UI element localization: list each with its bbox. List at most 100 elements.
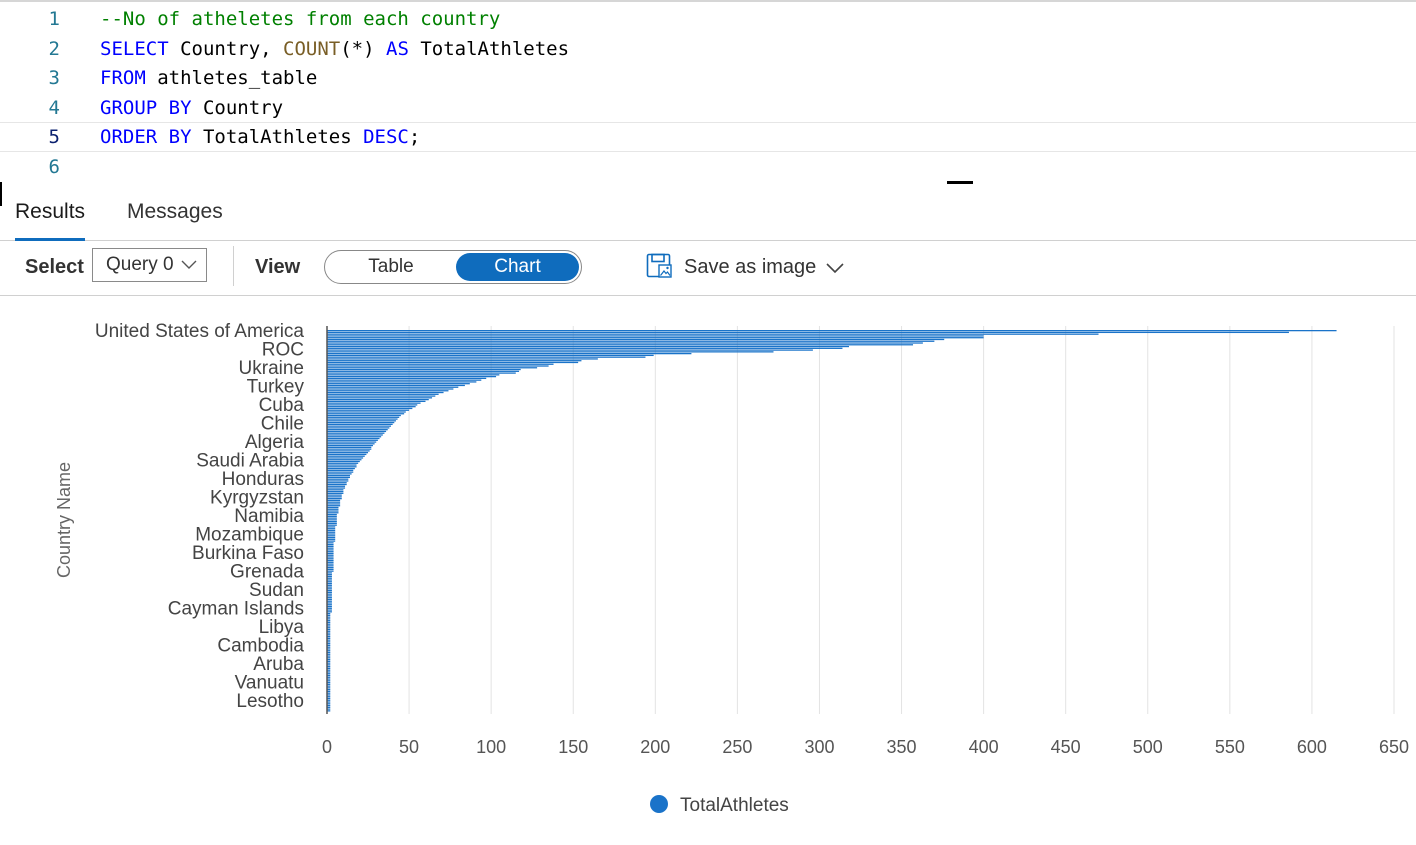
y-tick-label: Chile [261,414,304,435]
chart-bar [327,487,346,489]
x-tick-label: 350 [887,737,917,757]
chart-bar [327,490,344,493]
chart-bar [327,452,369,454]
chart-bar [327,455,365,457]
chart-bar [327,651,331,654]
code-token: ; [408,126,421,148]
chart-bar [327,421,395,424]
chart-bar [327,589,332,592]
y-tick-label: Lesotho [236,691,304,712]
view-chart-option[interactable]: Chart [456,253,579,281]
chart-bar [327,381,477,383]
chart-bar [327,374,500,376]
save-image-icon [646,253,672,278]
chart-bar [327,655,331,657]
chart-bar [327,648,331,650]
code-line[interactable]: 4 GROUP BY Country [0,93,1416,123]
chart-bar [327,620,331,622]
chart-bar [327,459,362,461]
chart-bar [327,480,349,482]
chart-bar [327,478,349,480]
chart-bar [327,498,342,500]
chart-bar [327,349,813,351]
chart-bar [327,687,331,689]
x-tick-label: 650 [1379,737,1409,757]
chart-bar [327,616,331,618]
chart-bar [327,356,646,358]
tab-results[interactable]: Results [15,190,86,241]
chart-bar [327,453,367,456]
chart-bar [327,482,347,484]
chart-bar [327,344,914,346]
code-token: TotalAthletes [408,37,570,60]
chart-bar [327,390,449,392]
chart-bar [327,519,337,521]
chart-bar [327,467,355,470]
chart-bar [327,538,336,540]
toolbar-divider [233,246,234,286]
query-select-dropdown[interactable]: Query 0 [92,248,207,282]
editor-scroll-indicator [0,182,2,206]
chart-bar [327,512,339,514]
chart-bar [327,372,516,374]
chart-bar [327,657,331,659]
line-number: 3 [48,67,60,89]
code-line[interactable]: 2 SELECT Country, COUNT(*) AS TotalAthlet… [0,34,1416,64]
line-number: 4 [48,96,60,119]
view-table-option[interactable]: Table [368,256,414,277]
chart-bar [327,674,331,677]
chart-bar [327,409,410,411]
tab-messages[interactable]: Messages [127,200,223,223]
chart-bar [327,360,582,362]
chart-bar [327,558,334,560]
chart-bar [327,678,331,680]
code-line[interactable]: 5 ORDER BY TotalAthletes DESC; [0,122,1416,152]
chart-bar [327,570,334,572]
code-token: (*) [340,37,386,60]
chart-bar [327,335,984,337]
sql-editor[interactable]: 1 --No of atheletes from each country 2 SEL… [0,4,1416,182]
chart-bar [327,526,336,528]
chart-bar [327,535,336,537]
chart-bar [327,551,334,553]
x-tick-label: 450 [1051,737,1081,757]
code-token: DESC [363,126,409,148]
chart-bar [327,423,393,426]
chart-bar [327,330,1337,332]
code-line[interactable]: 3 FROM athletes_table [0,63,1416,93]
chart-bar [327,404,418,406]
chart-bar [327,395,436,397]
chart-bar [327,365,549,367]
code-line[interactable]: 1 --No of atheletes from each country [0,4,1416,34]
y-tick-label: Vanuatu [235,673,304,694]
select-label: Select [25,256,84,278]
chart-bar [327,623,331,625]
x-tick-label: 400 [969,737,999,757]
chart-bar [327,598,332,601]
chart-bar [327,549,334,551]
chart-bar [327,588,332,590]
chart-bar [327,696,331,698]
chart-bar [327,515,337,517]
chart-bar [327,414,401,417]
x-tick-label: 300 [804,737,834,757]
chart-bar [327,542,334,544]
chart-bar [327,666,331,668]
y-tick-label: Algeria [245,432,305,453]
x-tick-label: 200 [640,737,670,757]
chart-bar [327,662,331,664]
chart-bar [327,473,352,475]
chart-bar [327,505,341,507]
chart-bar [327,533,336,535]
chart-bar [327,450,370,452]
chart-bar [327,483,347,486]
chart-bar [327,352,692,355]
line-number: 5 [48,126,60,148]
x-tick-label: 600 [1297,737,1327,757]
view-label: View [255,256,301,278]
chart-bar [327,524,337,526]
chart-bar [327,368,521,371]
chart-bar [327,522,337,525]
y-tick-label: Burkina Faso [192,543,304,564]
code-line[interactable]: 6 [0,152,1416,182]
